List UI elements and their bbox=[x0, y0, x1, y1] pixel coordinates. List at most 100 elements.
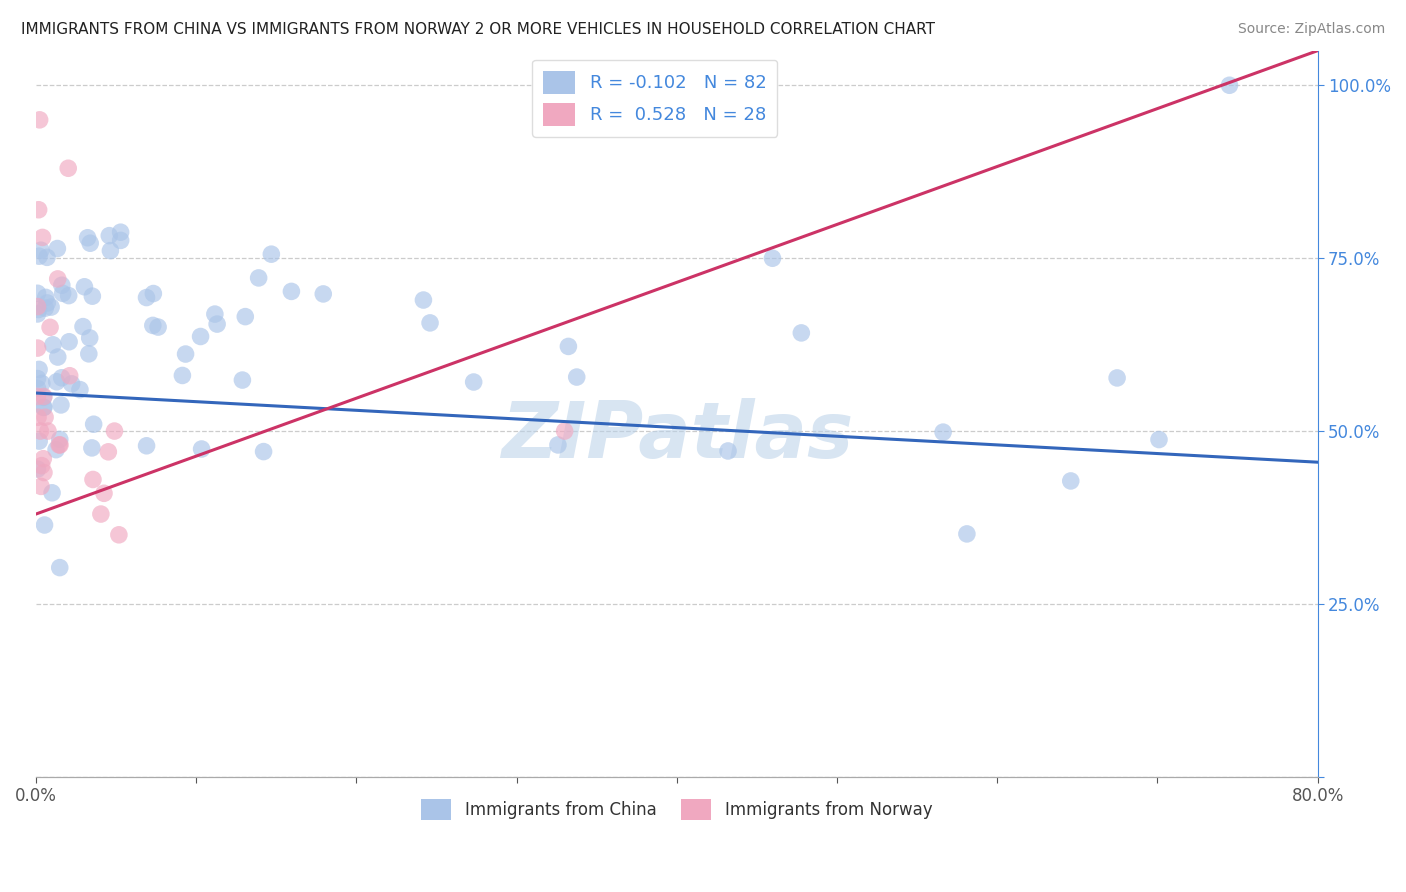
Text: ZIPatlas: ZIPatlas bbox=[501, 398, 853, 474]
Point bbox=[110, 234, 132, 248]
Point bbox=[73, 280, 96, 294]
Point bbox=[31, 376, 53, 391]
Point bbox=[39, 320, 62, 334]
Point bbox=[27, 462, 49, 476]
Point bbox=[27, 410, 49, 425]
Point bbox=[172, 368, 194, 383]
Point bbox=[58, 334, 80, 349]
Point bbox=[49, 433, 72, 447]
Point bbox=[72, 319, 94, 334]
Point bbox=[45, 442, 67, 457]
Point bbox=[547, 438, 569, 452]
Point bbox=[790, 326, 813, 340]
Point bbox=[27, 302, 49, 317]
Point bbox=[27, 381, 49, 395]
Point bbox=[31, 230, 53, 244]
Point bbox=[554, 424, 576, 438]
Point bbox=[76, 231, 98, 245]
Point bbox=[204, 307, 226, 321]
Point bbox=[45, 375, 67, 389]
Point bbox=[932, 425, 955, 439]
Point bbox=[46, 272, 69, 286]
Point bbox=[205, 317, 228, 331]
Point bbox=[174, 347, 197, 361]
Point bbox=[30, 243, 52, 257]
Point bbox=[82, 473, 104, 487]
Point bbox=[80, 441, 103, 455]
Point bbox=[58, 288, 80, 302]
Point bbox=[49, 438, 72, 452]
Point bbox=[142, 318, 165, 333]
Point bbox=[51, 278, 73, 293]
Point bbox=[79, 236, 101, 251]
Legend: Immigrants from China, Immigrants from Norway: Immigrants from China, Immigrants from N… bbox=[415, 792, 939, 827]
Point bbox=[190, 442, 212, 456]
Point bbox=[32, 389, 55, 403]
Point bbox=[247, 271, 270, 285]
Point bbox=[1218, 78, 1240, 93]
Point bbox=[419, 316, 441, 330]
Point bbox=[27, 286, 49, 301]
Point bbox=[956, 527, 979, 541]
Point bbox=[93, 486, 115, 500]
Point bbox=[103, 424, 125, 438]
Point bbox=[32, 390, 55, 404]
Point bbox=[108, 528, 131, 542]
Point bbox=[46, 242, 69, 256]
Point bbox=[565, 370, 588, 384]
Point bbox=[32, 401, 55, 415]
Point bbox=[28, 112, 51, 127]
Point bbox=[31, 458, 53, 473]
Point bbox=[39, 300, 62, 314]
Point bbox=[79, 331, 101, 345]
Point bbox=[34, 518, 56, 533]
Point bbox=[135, 291, 157, 305]
Point bbox=[42, 338, 65, 352]
Point bbox=[761, 252, 783, 266]
Point bbox=[27, 371, 49, 385]
Point bbox=[27, 341, 49, 355]
Point bbox=[97, 445, 120, 459]
Point bbox=[83, 417, 105, 432]
Point bbox=[37, 424, 59, 438]
Point bbox=[412, 293, 434, 307]
Point bbox=[27, 300, 49, 314]
Point bbox=[717, 444, 740, 458]
Point bbox=[30, 424, 52, 438]
Point bbox=[252, 444, 274, 458]
Point bbox=[48, 560, 70, 574]
Point bbox=[32, 401, 55, 415]
Point bbox=[90, 507, 112, 521]
Point bbox=[82, 289, 104, 303]
Point bbox=[48, 438, 70, 452]
Point bbox=[1060, 474, 1083, 488]
Point bbox=[312, 287, 335, 301]
Point bbox=[260, 247, 283, 261]
Point bbox=[69, 383, 91, 397]
Point bbox=[463, 375, 485, 389]
Point bbox=[280, 285, 302, 299]
Text: IMMIGRANTS FROM CHINA VS IMMIGRANTS FROM NORWAY 2 OR MORE VEHICLES IN HOUSEHOLD : IMMIGRANTS FROM CHINA VS IMMIGRANTS FROM… bbox=[21, 22, 935, 37]
Point bbox=[557, 339, 579, 353]
Point bbox=[34, 301, 56, 315]
Point bbox=[35, 251, 58, 265]
Text: Source: ZipAtlas.com: Source: ZipAtlas.com bbox=[1237, 22, 1385, 37]
Point bbox=[59, 368, 82, 383]
Point bbox=[110, 225, 132, 239]
Point bbox=[28, 249, 51, 263]
Point bbox=[27, 307, 49, 321]
Point bbox=[190, 329, 212, 343]
Point bbox=[28, 434, 51, 449]
Point bbox=[28, 362, 51, 376]
Point bbox=[60, 376, 83, 391]
Point bbox=[35, 290, 58, 304]
Point bbox=[52, 286, 75, 301]
Point bbox=[30, 479, 52, 493]
Point bbox=[37, 296, 59, 310]
Point bbox=[32, 466, 55, 480]
Point bbox=[142, 286, 165, 301]
Point bbox=[27, 202, 49, 217]
Point bbox=[27, 389, 49, 403]
Point bbox=[1147, 433, 1170, 447]
Point bbox=[32, 451, 55, 466]
